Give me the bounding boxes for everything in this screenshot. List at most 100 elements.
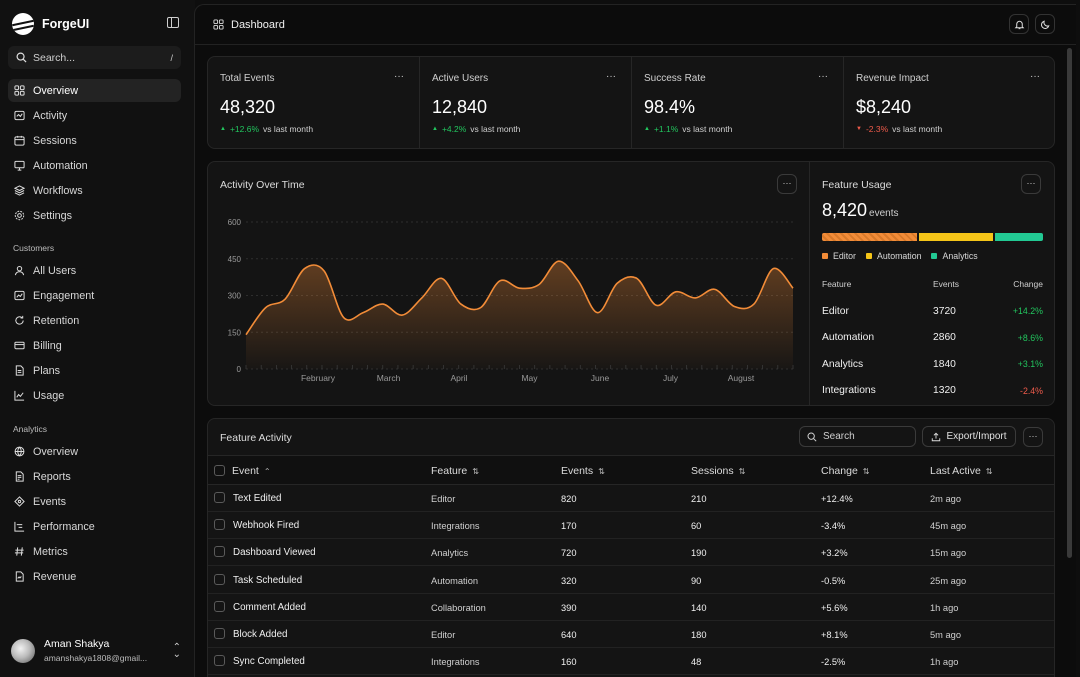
row-checkbox[interactable] xyxy=(214,600,225,612)
feature-events: 2860 xyxy=(933,332,956,344)
user-menu[interactable]: Aman Shakya amanshakya1808@gmail... ⌃ ⌄ xyxy=(11,638,181,663)
sort-asc-icon[interactable]: ⌃ xyxy=(263,466,271,476)
legend-swatch xyxy=(931,253,938,259)
cell-events: 160 xyxy=(561,657,577,668)
row-checkbox[interactable] xyxy=(214,546,225,558)
sort-icon[interactable]: ⇅ xyxy=(862,466,870,476)
performance-icon xyxy=(14,521,25,532)
sort-icon[interactable]: ⇅ xyxy=(738,466,746,476)
row-checkbox[interactable] xyxy=(214,573,225,585)
kpi-more-icon[interactable]: ··· xyxy=(394,71,404,82)
chevron-updown-icon[interactable]: ⌃ ⌄ xyxy=(172,641,181,660)
sidebar-item-activity[interactable]: Activity xyxy=(8,104,181,127)
sidebar-item-workflows[interactable]: Workflows xyxy=(8,179,181,202)
sidebar-item-automation[interactable]: Automation xyxy=(8,154,181,177)
feature-usage-more-button[interactable]: ··· xyxy=(1021,174,1041,194)
sidebar-item-performance[interactable]: Performance xyxy=(8,515,181,538)
sidebar-item-overview[interactable]: Overview xyxy=(8,79,181,102)
sidebar-item-reports[interactable]: Reports xyxy=(8,465,181,488)
cell-sessions: 140 xyxy=(691,602,707,613)
table-row[interactable]: Sync Completed Integrations 160 48 -2.5% 1h a… xyxy=(208,648,1054,676)
activity-line xyxy=(245,260,794,336)
cell-feature: Analytics xyxy=(431,548,469,559)
table-row[interactable]: Block Added Editor 640 180 +8.1% 5m ago xyxy=(208,621,1054,648)
column-header-last-active[interactable]: Last Active ⇅ xyxy=(930,465,992,477)
cell-event: Text Edited xyxy=(233,493,282,504)
sidebar-item-events[interactable]: Events xyxy=(8,490,181,513)
sidebar-item-billing[interactable]: Billing xyxy=(8,334,181,357)
table-row[interactable]: Text Edited Editor 820 210 +12.4% 2m ago xyxy=(208,485,1054,512)
table-header: Event ⌃ Feature ⇅ Events ⇅ Sessions ⇅ Change ⇅ Las… xyxy=(208,455,1054,485)
chart-more-button[interactable]: ··· xyxy=(777,174,797,194)
table-row[interactable]: Webhook Fired Integrations 170 60 -3.4% 45m a… xyxy=(208,512,1054,540)
export-import-button[interactable]: Export/Import xyxy=(922,426,1016,447)
row-checkbox[interactable] xyxy=(214,519,225,531)
sidebar-item-label: Metrics xyxy=(33,545,68,558)
brand[interactable]: ForgeUI xyxy=(12,13,89,35)
table-row[interactable]: Comment Added Collaboration 390 140 +5.6% 1h … xyxy=(208,594,1054,621)
column-header-label: Feature xyxy=(431,465,468,477)
sidebar-toggle-icon[interactable] xyxy=(167,17,179,28)
kpi-delta-suffix: vs last month xyxy=(263,124,314,134)
sidebar-item-settings[interactable]: Settings xyxy=(8,204,181,227)
row-checkbox[interactable] xyxy=(214,492,225,503)
kpi-label: Active Users xyxy=(432,73,489,84)
x-tick-label: July xyxy=(663,373,679,383)
search-shortcut: / xyxy=(170,52,173,63)
select-all-checkbox[interactable] xyxy=(214,465,225,476)
sidebar-item-metrics[interactable]: Metrics xyxy=(8,540,181,563)
refresh-icon xyxy=(15,315,24,325)
sidebar-item-all-users[interactable]: All Users xyxy=(8,259,181,282)
column-header-event[interactable]: Event ⌃ xyxy=(232,465,271,477)
row-checkbox[interactable] xyxy=(214,628,225,639)
table-row[interactable]: Task Scheduled Automation 320 90 -0.5% 25m ag… xyxy=(208,567,1054,594)
cell-feature: Collaboration xyxy=(431,602,486,613)
sidebar-item-overview[interactable]: Overview xyxy=(8,440,181,463)
kpi-delta-suffix: vs last month xyxy=(682,124,733,134)
kpi-more-icon[interactable]: ··· xyxy=(818,71,828,82)
sidebar-item-label: Activity xyxy=(33,109,68,122)
charts-card: Activity Over Time ··· 0 150 300 450 600 Febr… xyxy=(207,161,1055,406)
monitor-icon xyxy=(14,160,25,171)
row-checkbox[interactable] xyxy=(214,655,225,667)
search-input[interactable]: Search... xyxy=(33,51,76,64)
column-header-label: Change xyxy=(821,465,858,477)
cell-events: 170 xyxy=(561,521,577,532)
table-more-button[interactable]: ··· xyxy=(1023,427,1043,447)
cell-change: -0.5% xyxy=(821,575,846,586)
sidebar-search[interactable]: Search... / xyxy=(8,46,181,69)
column-header-change[interactable]: Change ⇅ xyxy=(821,465,869,477)
table-row[interactable]: Dashboard Viewed Analytics 720 190 +3.2% 15m … xyxy=(208,539,1054,567)
table-search-input[interactable]: Search xyxy=(799,426,916,447)
cell-event: Webhook Fired xyxy=(233,520,300,532)
topbar: Dashboard xyxy=(195,5,1076,45)
sidebar-item-plans[interactable]: Plans xyxy=(8,359,181,382)
export-import-label: Export/Import xyxy=(946,431,1007,442)
x-tick-label: August xyxy=(728,373,755,383)
sort-icon[interactable]: ⇅ xyxy=(598,466,605,476)
sidebar-item-sessions[interactable]: Sessions xyxy=(8,129,181,152)
cell-sessions: 90 xyxy=(691,575,702,586)
column-header-sessions[interactable]: Sessions ⇅ xyxy=(691,465,745,477)
kpi-card: Total Events ··· 48,320 ▲ +12.6% vs last mont… xyxy=(207,56,1055,149)
scrollbar[interactable] xyxy=(1067,48,1072,558)
feature-usage-table: Feature Events Change Editor 3720 +14.2% Autom… xyxy=(822,278,1043,404)
kpi-more-icon[interactable]: ··· xyxy=(1030,71,1040,82)
kpi-more-icon[interactable]: ··· xyxy=(606,71,616,82)
cell-last-active: 2m ago xyxy=(930,494,962,504)
sidebar-item-engagement[interactable]: Engagement xyxy=(8,284,181,307)
sidebar-item-retention[interactable]: Retention xyxy=(8,309,181,332)
page-title: Dashboard xyxy=(231,18,285,31)
theme-toggle-button[interactable] xyxy=(1035,14,1055,34)
sort-icon[interactable]: ⇅ xyxy=(472,466,479,476)
column-header-feature[interactable]: Feature ⇅ xyxy=(431,465,479,477)
sort-icon[interactable]: ⇅ xyxy=(985,466,993,476)
kpi-delta-value: +4.2% xyxy=(441,124,467,134)
sidebar-item-usage[interactable]: Usage xyxy=(8,384,181,407)
sidebar-item-revenue[interactable]: Revenue xyxy=(8,565,181,588)
column-header-events[interactable]: Events ⇅ xyxy=(561,465,605,477)
legend-swatch xyxy=(822,253,828,259)
activity-area xyxy=(246,261,793,369)
bell-icon xyxy=(1014,20,1024,29)
notifications-button[interactable] xyxy=(1009,14,1029,34)
